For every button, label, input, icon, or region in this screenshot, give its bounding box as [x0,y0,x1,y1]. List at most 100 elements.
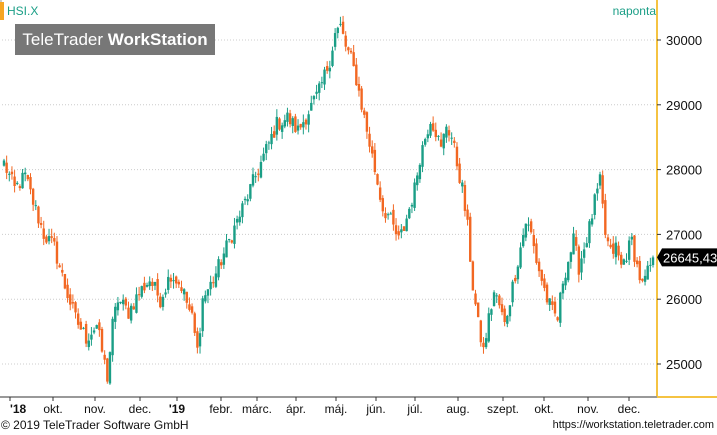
x-tick-label: szept. [487,402,519,416]
footer-url-link[interactable]: https://workstation.teletrader.com [552,419,714,431]
candle-body [222,253,226,265]
candle-body [413,182,416,208]
candle-body [453,140,456,144]
candle-body [630,236,634,240]
candle-body [283,120,286,127]
watermark-light: TeleTrader [22,30,104,49]
candle-body [140,286,143,297]
candle-body [461,182,464,187]
candle-body [588,221,591,244]
candle-body [267,142,271,144]
candle-body [71,302,75,304]
candle-body [47,236,51,242]
candle-body [55,241,59,264]
y-tick-label: 27000 [666,227,702,242]
candle-body [498,295,501,306]
x-tick-label: okt. [534,402,553,416]
candle-body [190,306,194,313]
candle-body [445,126,448,138]
candle-body [643,275,647,282]
candle-body [307,114,310,125]
candle-body [471,261,475,291]
candle-body [651,257,655,265]
candle-body [254,176,257,178]
candle-body [434,129,437,138]
candle-body [476,302,480,318]
candle-body [620,254,623,265]
candle-body [402,226,406,231]
candle-body [394,225,398,235]
x-tick-label: dec. [129,402,152,416]
y-tick-label: 29000 [666,98,702,113]
candle-body [519,247,522,268]
candle-body [458,163,461,183]
candle-body [114,306,117,322]
candle-body [540,269,543,281]
candle-body [53,238,56,242]
candle-body [188,304,191,310]
candle-body [561,283,565,294]
candle-body [408,208,411,219]
candle-body [230,240,234,243]
candle-body [87,340,90,348]
candle-body [103,354,106,360]
candle-body [357,84,361,91]
candle-body [262,153,265,161]
candle-body [604,200,607,235]
candle-body [169,277,173,282]
candle-body [185,291,188,303]
candle-body [466,209,469,220]
x-tick-label: nov. [84,402,106,416]
candle-body [405,218,408,232]
candle-body [378,187,382,200]
candle-body [572,233,575,255]
candle-body [553,301,557,314]
x-tick-label: aug. [446,402,469,416]
watermark-bold: WorkStation [107,30,208,49]
candle-body [156,279,159,296]
candle-body [577,246,581,275]
candle-body [95,325,98,329]
watermark-logo: TeleTrader WorkStation [15,24,215,55]
candle-body [127,307,130,319]
candle-body [26,175,30,180]
candle-body [556,317,559,321]
candle-body [220,262,223,266]
candle-body [235,218,239,223]
candle-body [328,67,332,72]
candle-body [122,299,125,305]
candle-body [174,276,178,284]
candle-body [423,139,427,145]
candle-body [373,149,377,173]
candle-body [567,261,570,281]
candle-body [360,88,363,110]
candle-body [429,123,432,136]
candle-body [5,162,8,173]
candle-body [304,119,308,125]
candle-body [58,265,61,268]
candle-body [291,118,294,126]
candle-body [212,282,215,284]
candle-body [548,298,551,305]
candle-body [249,184,252,199]
candle-body [564,277,567,286]
candle-body [143,282,146,291]
x-tick-label: márc. [242,402,272,416]
candle-body [129,305,133,321]
candle-body [376,174,379,185]
candle-body [397,231,400,236]
candle-body [336,27,339,34]
candle-body [617,245,620,256]
x-tick-label: '18 [10,402,27,416]
candle-body [204,295,207,302]
candle-body [431,123,435,131]
candle-body [153,281,157,286]
candle-body [119,301,122,304]
candle-body [74,302,77,313]
candle-body [29,177,32,190]
candle-body [410,204,414,207]
candle-body [569,252,573,262]
frequency-label[interactable]: naponta [612,4,656,18]
candle-body [137,294,141,296]
candle-body [92,330,96,333]
